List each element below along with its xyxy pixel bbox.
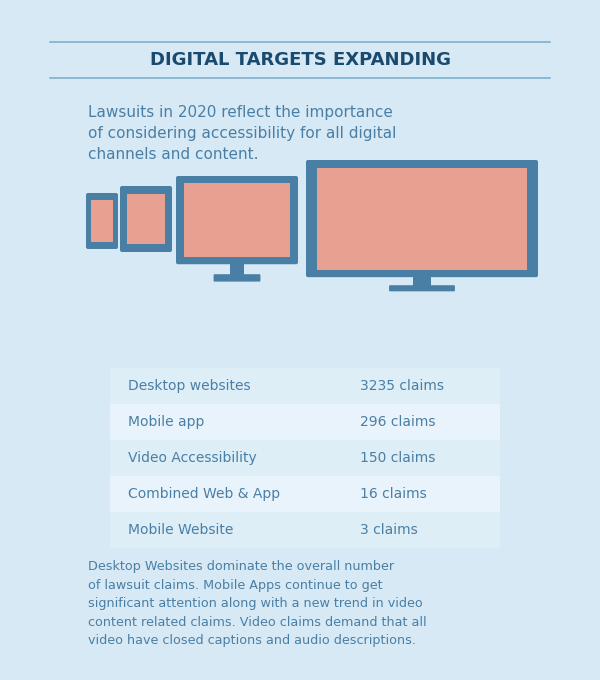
Text: 150 claims: 150 claims [360,451,436,465]
Text: Desktop Websites dominate the overall number
of lawsuit claims. Mobile Apps cont: Desktop Websites dominate the overall nu… [88,560,427,647]
Bar [110,512,500,548]
Text: Mobile Website: Mobile Website [128,523,233,537]
Bar [184,184,290,257]
FancyBboxPatch shape [120,186,172,252]
Bar [317,167,527,270]
Text: Desktop websites: Desktop websites [128,379,251,393]
Text: DIGITAL TARGETS EXPANDING: DIGITAL TARGETS EXPANDING [149,51,451,69]
Text: 296 claims: 296 claims [360,415,436,429]
Bar [110,404,500,440]
Bar [110,440,500,476]
Text: Combined Web & App: Combined Web & App [128,487,280,501]
FancyBboxPatch shape [214,274,260,282]
Text: 3 claims: 3 claims [360,523,418,537]
Bar [91,200,113,242]
Text: Video Accessibility: Video Accessibility [128,451,257,465]
FancyBboxPatch shape [86,193,118,249]
Text: 3235 claims: 3235 claims [360,379,444,393]
Text: 16 claims: 16 claims [360,487,427,501]
FancyBboxPatch shape [176,176,298,265]
Bar [110,368,500,404]
Bar [413,275,431,286]
FancyBboxPatch shape [389,285,455,291]
Bar [110,476,500,512]
FancyBboxPatch shape [306,160,538,277]
Text: Mobile app: Mobile app [128,415,205,429]
Bar [230,262,244,275]
Bar [127,194,165,244]
Text: Lawsuits in 2020 reflect the importance
of considering accessibility for all dig: Lawsuits in 2020 reflect the importance … [88,105,397,162]
